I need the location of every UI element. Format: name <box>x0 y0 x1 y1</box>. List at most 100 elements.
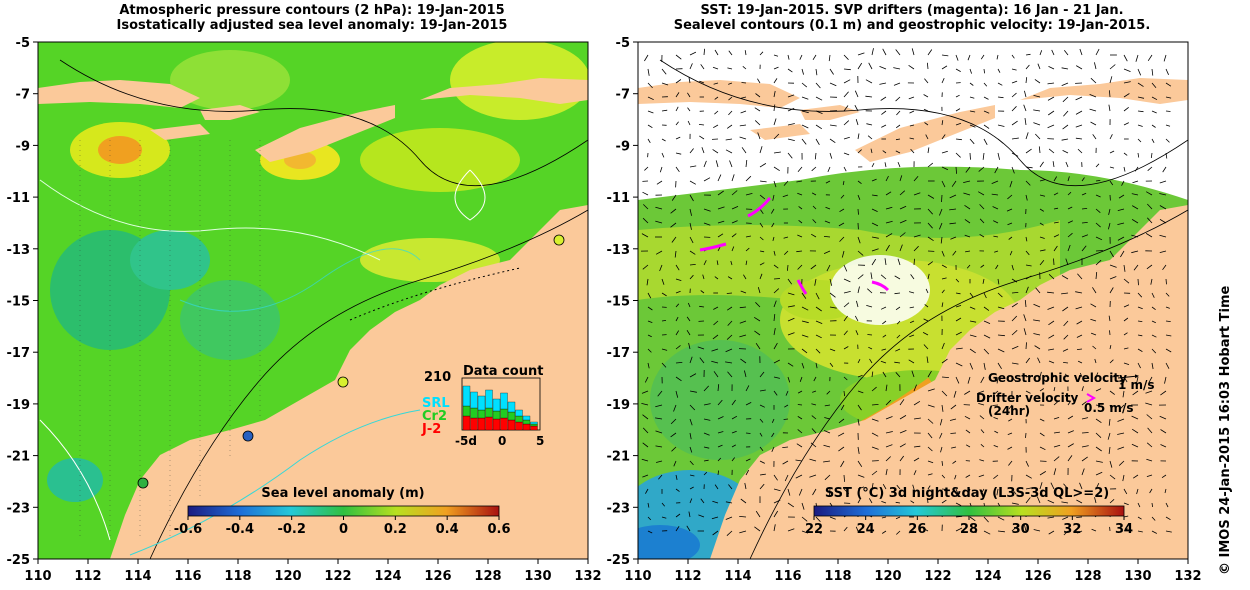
velocity-arrow <box>785 390 789 396</box>
velocity-arrow <box>1025 64 1030 70</box>
velocity-arrow <box>1145 233 1153 238</box>
velocity-arrow <box>1034 345 1041 350</box>
velocity-arrow <box>857 236 861 244</box>
velocity-arrow <box>1036 496 1041 504</box>
velocity-arrow <box>717 206 725 210</box>
velocity-arrow <box>1081 245 1087 252</box>
velocity-arrow <box>1145 390 1153 394</box>
velocity-arrow <box>661 362 667 368</box>
velocity-arrow <box>759 404 765 408</box>
velocity-arrow <box>895 150 901 154</box>
velocity-arrow <box>843 136 850 140</box>
velocity-arrow <box>909 334 915 338</box>
velocity-arrow <box>689 460 694 466</box>
velocity-arrow <box>787 292 795 296</box>
velocity-arrow <box>1137 138 1142 143</box>
velocity-arrow <box>843 390 845 397</box>
inset-xtick-1: -5d <box>455 434 477 448</box>
velocity-arrow <box>1011 68 1017 71</box>
velocity-arrow <box>941 342 945 350</box>
velocity-arrow <box>773 499 781 504</box>
velocity-arrow <box>1033 319 1041 322</box>
velocity-arrow <box>823 236 831 238</box>
velocity-arrow <box>824 220 831 224</box>
velocity-arrow <box>941 289 945 294</box>
velocity-arrow <box>739 334 747 338</box>
velocity-arrow <box>828 54 831 62</box>
velocity-arrow <box>1165 362 1170 369</box>
velocity-arrow <box>1039 249 1046 252</box>
velocity-arrow <box>770 208 775 214</box>
velocity-arrow <box>1081 417 1089 420</box>
velocity-arrow <box>994 430 999 434</box>
velocity-arrow <box>1092 345 1097 350</box>
velocity-arrow <box>1151 502 1153 508</box>
velocity-arrow <box>996 376 999 384</box>
velocity-arrow <box>787 488 791 496</box>
velocity-arrow <box>1164 488 1167 494</box>
velocity-arrow <box>731 174 735 182</box>
velocity-arrow <box>1008 404 1013 410</box>
velocity-arrow <box>689 432 692 440</box>
velocity-arrow <box>731 415 738 420</box>
velocity-arrow <box>717 457 722 462</box>
velocity-arrow <box>955 502 962 506</box>
velocity-arrow <box>1147 217 1153 224</box>
velocity-arrow <box>897 161 901 168</box>
velocity-arrow <box>871 258 877 266</box>
velocity-arrow <box>955 94 960 98</box>
land-islands <box>200 78 588 120</box>
velocity-arrow <box>647 138 651 144</box>
velocity-arrow <box>1077 273 1083 280</box>
velocity-arrow <box>1094 62 1097 70</box>
velocity-arrow <box>927 485 931 490</box>
velocity-arrow <box>1165 68 1169 75</box>
velocity-arrow <box>882 150 887 154</box>
velocity-arrow <box>908 530 915 534</box>
colorbar-tick-label: 0.4 <box>436 522 459 537</box>
velocity-arrow <box>703 222 711 226</box>
velocity-arrow <box>826 264 831 272</box>
velocity-arrow <box>964 204 971 210</box>
velocity-arrow <box>885 444 893 448</box>
velocity-arrow <box>796 443 803 448</box>
velocity-arrow <box>829 68 834 75</box>
velocity-arrow <box>739 124 747 127</box>
velocity-arrow <box>798 206 803 210</box>
velocity-arrow <box>801 82 808 88</box>
velocity-arrow <box>759 222 764 228</box>
velocity-arrow <box>855 330 859 336</box>
velocity-arrow <box>857 250 864 256</box>
velocity-arrow <box>979 204 985 210</box>
velocity-arrow <box>955 122 962 126</box>
velocity-arrow <box>910 500 915 504</box>
velocity-arrow <box>843 105 849 112</box>
velocity-arrow <box>857 497 862 504</box>
velocity-arrow <box>783 418 789 420</box>
velocity-arrow <box>1024 90 1027 98</box>
inset-bar-segment <box>470 417 478 431</box>
velocity-arrow <box>811 403 817 406</box>
velocity-arrow <box>927 162 934 168</box>
velocity-arrow <box>1047 306 1055 310</box>
velocity-arrow <box>829 306 837 309</box>
velocity-arrow <box>1131 250 1139 254</box>
velocity-arrow <box>1151 82 1157 88</box>
velocity-arrow <box>655 430 663 434</box>
velocity-arrow <box>689 404 696 411</box>
velocity-arrow <box>1025 460 1029 467</box>
inset-bar-segment <box>507 401 516 413</box>
velocity-arrow <box>772 236 775 242</box>
velocity-arrow <box>843 264 848 272</box>
velocity-arrow <box>978 403 985 406</box>
velocity-arrow <box>895 348 901 352</box>
velocity-arrow <box>1160 444 1167 448</box>
velocity-arrow <box>950 432 957 434</box>
velocity-arrow <box>689 222 692 230</box>
velocity-arrow <box>857 359 861 364</box>
velocity-arrow <box>871 470 878 476</box>
velocity-arrow <box>823 444 831 448</box>
velocity-arrow <box>1109 345 1112 350</box>
velocity-arrow <box>689 208 692 216</box>
velocity-arrow <box>703 403 711 406</box>
